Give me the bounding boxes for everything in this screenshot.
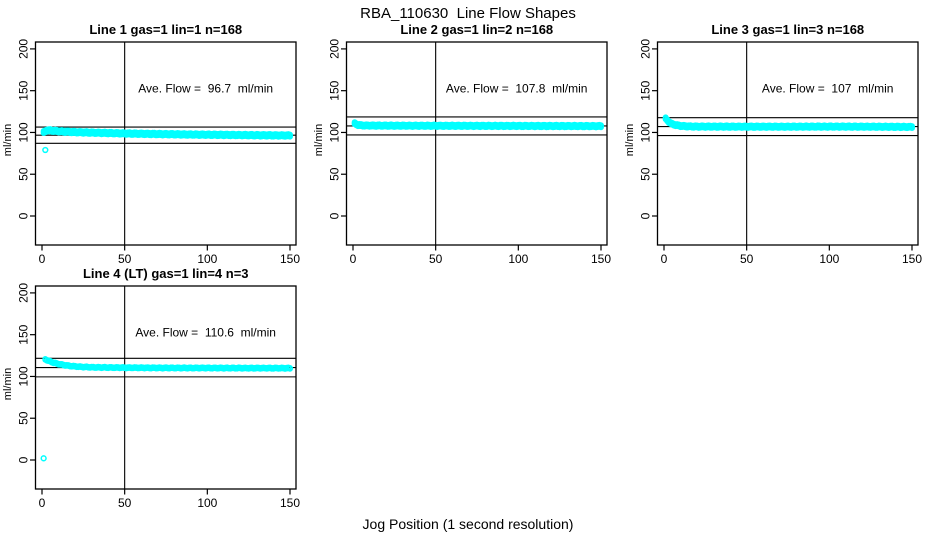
y-tick-label: 100 xyxy=(17,366,31,386)
data-point xyxy=(909,123,915,130)
y-tick-label: 150 xyxy=(328,80,342,100)
x-tick-label: 50 xyxy=(118,496,132,510)
outlier-point xyxy=(42,146,49,154)
x-tick-label: 0 xyxy=(661,252,668,266)
x-tick-label: 150 xyxy=(902,252,922,266)
x-tick-label: 50 xyxy=(118,252,132,266)
panel-4-plot: Line 4 (LT) gas=1 lin=4 n=3 0 50 100 150 0 50 1… xyxy=(2,266,300,510)
ave-flow-annotation: Ave. Flow = 96.7 ml/min xyxy=(138,81,273,95)
y-tick-label: 200 xyxy=(17,39,31,59)
panel-title: Line 1 gas=1 lin=1 n=168 xyxy=(89,22,242,37)
y-axis-label: ml/min xyxy=(313,124,325,156)
x-tick-label: 0 xyxy=(350,252,357,266)
y-tick-label: 200 xyxy=(639,39,653,59)
y-tick-label: 0 xyxy=(639,212,653,219)
panel-line-4: Line 4 (LT) gas=1 lin=4 n=3 0 50 100 150 0 50 1… xyxy=(0,266,312,512)
y-axis-label: ml/min xyxy=(2,124,14,156)
y-tick-label: 150 xyxy=(639,80,653,100)
panel-title: Line 3 gas=1 lin=3 n=168 xyxy=(711,22,864,37)
panel-title: Line 4 (LT) gas=1 lin=4 n=3 xyxy=(83,266,249,281)
panel-3-plot: Line 3 gas=1 lin=3 n=168 0 50 100 150 0 50 100 1… xyxy=(624,22,922,266)
x-tick-label: 150 xyxy=(591,252,611,266)
page-title: RBA_110630 Line Flow Shapes xyxy=(360,5,576,22)
y-tick-label: 200 xyxy=(328,39,342,59)
outlier-point xyxy=(40,455,47,462)
x-axis-global-label: Jog Position (1 second resolution) xyxy=(362,516,574,532)
x-tick-label: 150 xyxy=(280,496,300,510)
y-tick-label: 150 xyxy=(17,80,31,100)
y-axis-label: ml/min xyxy=(2,368,14,400)
ave-flow-annotation: Ave. Flow = 107 ml/min xyxy=(762,81,894,95)
y-tick-label: 0 xyxy=(17,212,31,219)
x-tick-label: 150 xyxy=(280,252,300,266)
panel-title: Line 2 gas=1 lin=2 n=168 xyxy=(400,22,553,37)
y-tick-label: 0 xyxy=(17,456,31,463)
plot-box xyxy=(34,41,297,246)
ave-flow-annotation: Ave. Flow = 107.8 ml/min xyxy=(446,81,588,95)
panel-line-2: Line 2 gas=1 lin=2 n=168 0 50 100 150 0 50 100 1… xyxy=(311,22,623,268)
y-tick-label: 50 xyxy=(639,167,653,181)
x-tick-label: 100 xyxy=(508,252,528,266)
x-tick-label: 0 xyxy=(39,252,46,266)
panel-line-1: Line 1 gas=1 lin=1 n=168 0 50 100 150 0 50 100 1… xyxy=(0,22,312,268)
plot-box xyxy=(656,41,919,246)
y-tick-label: 100 xyxy=(639,122,653,142)
y-tick-label: 50 xyxy=(328,167,342,181)
plot-box xyxy=(34,285,297,490)
y-tick-label: 150 xyxy=(17,324,31,344)
y-tick-label: 200 xyxy=(17,283,31,303)
y-tick-label: 100 xyxy=(328,122,342,142)
y-tick-label: 50 xyxy=(17,411,31,425)
data-point xyxy=(287,364,293,371)
y-tick-label: 50 xyxy=(17,167,31,181)
panel-1-plot: Line 1 gas=1 lin=1 n=168 0 50 100 150 0 50 100 1… xyxy=(2,22,300,266)
x-tick-label: 50 xyxy=(740,252,754,266)
x-tick-label: 50 xyxy=(429,252,443,266)
data-point xyxy=(287,131,293,138)
x-tick-label: 100 xyxy=(197,252,217,266)
y-tick-label: 100 xyxy=(17,122,31,142)
ave-flow-annotation: Ave. Flow = 110.6 ml/min xyxy=(135,325,276,339)
y-tick-label: 0 xyxy=(328,212,342,219)
x-tick-label: 100 xyxy=(819,252,839,266)
panel-line-3: Line 3 gas=1 lin=3 n=168 0 50 100 150 0 50 100 1… xyxy=(622,22,934,268)
plot-box xyxy=(345,41,608,246)
data-point xyxy=(598,122,604,129)
y-axis-label: ml/min xyxy=(624,124,636,156)
panel-2-plot: Line 2 gas=1 lin=2 n=168 0 50 100 150 0 50 100 1… xyxy=(313,22,611,266)
x-tick-label: 100 xyxy=(197,496,217,510)
x-tick-label: 0 xyxy=(39,496,46,510)
